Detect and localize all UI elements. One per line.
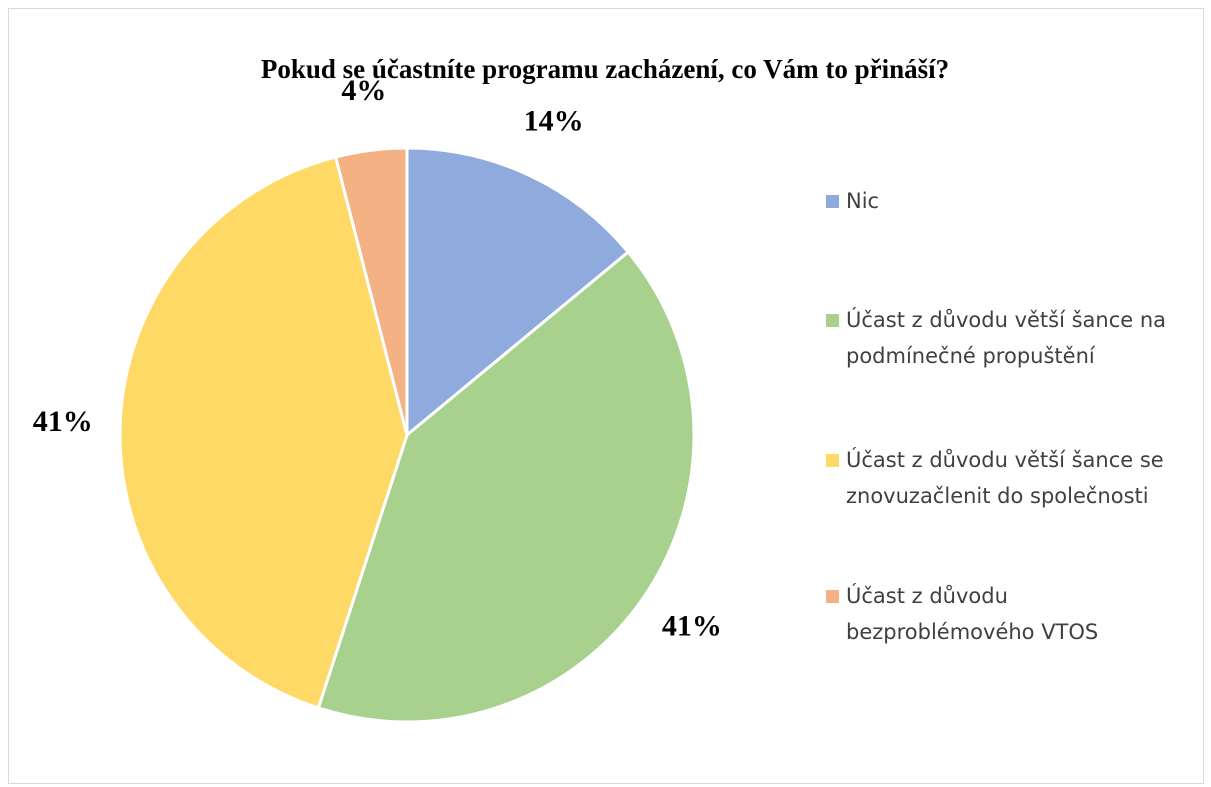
chart-title: Pokud se účastníte programu zacházení, c… xyxy=(261,54,949,84)
pie-slice xyxy=(405,146,631,439)
legend-swatch xyxy=(826,314,839,327)
pie-slice xyxy=(316,249,696,724)
legend-swatch xyxy=(826,454,839,467)
pie-slice xyxy=(333,146,409,436)
legend-item: Účast z důvodu větší šance se znovuzačle… xyxy=(822,442,1182,514)
pie-slice xyxy=(118,155,409,710)
data-label: 41% xyxy=(33,405,93,438)
data-label: 14% xyxy=(524,104,584,137)
data-label: 41% xyxy=(662,609,722,642)
legend-swatch xyxy=(826,590,839,603)
legend-label: Účast z důvodu větší šance se znovuzačle… xyxy=(846,448,1164,508)
pie xyxy=(118,146,696,724)
legend-item: Nic xyxy=(822,183,1182,219)
legend-label: Nic xyxy=(846,189,880,213)
legend-swatch xyxy=(826,195,839,208)
chart-frame xyxy=(8,8,1204,784)
legend-item: Účast z důvodu větší šance na podmínečné… xyxy=(822,302,1182,374)
legend-label: Účast z důvodu větší šance na podmínečné… xyxy=(846,308,1167,368)
data-label: 4% xyxy=(341,74,386,107)
legend-label: Účast z důvodu bezproblémového VTOS xyxy=(846,584,1099,644)
legend-item: Účast z důvodu bezproblémového VTOS xyxy=(822,578,1182,650)
